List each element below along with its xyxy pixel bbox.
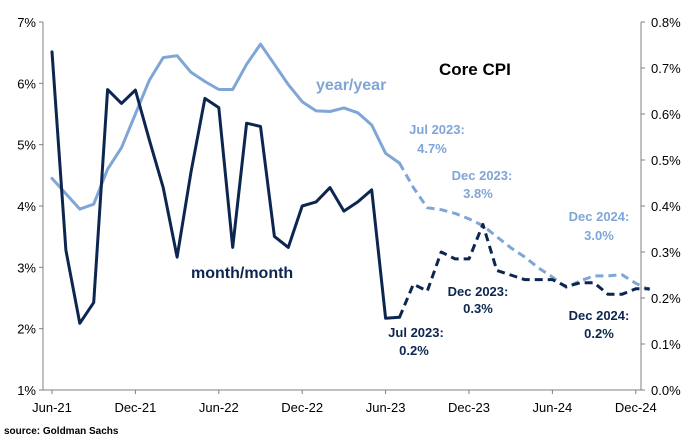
- right-y-tick-label: 0.2%: [651, 291, 681, 306]
- right-y-tick-label: 0.8%: [651, 15, 681, 30]
- right-y-tick-label: 0.3%: [651, 245, 681, 260]
- annotation-line: Dec 2023:: [448, 284, 509, 299]
- annotation-line: Dec 2023:: [452, 168, 513, 183]
- annotation-value: 3.0%: [584, 228, 614, 243]
- annotation-value: 0.2%: [399, 343, 429, 358]
- chart-title: Core CPI: [439, 60, 511, 79]
- right-y-tick-label: 0.0%: [651, 383, 681, 398]
- right-y-tick-label: 0.4%: [651, 199, 681, 214]
- annotation-yoy-dec-2023: Dec 2023: 3.8%: [452, 168, 513, 201]
- yoy-forecast-line: [398, 162, 651, 292]
- annotation-mom-dec-2023: Dec 2023: 0.3%: [448, 284, 509, 316]
- x-tick-label: Dec-22: [281, 400, 323, 415]
- right-y-tick-label: 0.5%: [651, 153, 681, 168]
- yoy-actual-line: [50, 42, 401, 211]
- annotation-line: Jul 2023:: [388, 325, 444, 340]
- left-y-tick-label: 6%: [17, 76, 36, 91]
- right-y-tick-label: 0.6%: [651, 107, 681, 122]
- annotation-value: 0.2%: [584, 326, 614, 341]
- annotation-value: 4.7%: [417, 141, 447, 156]
- x-tick-label: Dec-23: [448, 400, 490, 415]
- annotation-yoy-jul-2023: Jul 2023: 4.7%: [409, 122, 465, 156]
- left-y-tick-label: 3%: [17, 260, 36, 275]
- right-y-tick-label: 0.1%: [651, 337, 681, 352]
- x-tick-label: Jun-22: [199, 400, 239, 415]
- right-y-tick-label: 0.7%: [651, 61, 681, 76]
- annotation-value: 3.8%: [463, 186, 493, 201]
- annotation-line: Jul 2023:: [409, 122, 465, 137]
- mom-series-label: month/month: [191, 265, 293, 282]
- annotation-line: Dec 2024:: [569, 308, 630, 323]
- mom-actual-line: [50, 50, 401, 325]
- annotation-mom-jul-2023: Jul 2023: 0.2%: [388, 325, 444, 358]
- x-tick-label: Dec-24: [615, 400, 657, 415]
- right-y-axis-ticks: 0.0% 0.1% 0.2% 0.3% 0.4% 0.5% 0.6% 0.7% 0.8%: [641, 15, 681, 398]
- x-axis-ticks: Jun-21 Dec-21 Jun-22 Dec-22 Jun-23 Dec-23 Jun-…: [32, 390, 657, 415]
- left-y-tick-label: 7%: [17, 15, 36, 30]
- left-y-tick-label: 5%: [17, 138, 36, 153]
- source-note: source: Goldman Sachs: [4, 426, 119, 437]
- x-tick-label: Jun-21: [32, 400, 72, 415]
- annotation-mom-dec-2024: Dec 2024: 0.2%: [569, 308, 630, 341]
- left-y-tick-label: 1%: [17, 383, 36, 398]
- x-tick-label: Jun-23: [366, 400, 406, 415]
- annotation-yoy-dec-2024: Dec 2024: 3.0%: [569, 209, 630, 243]
- annotation-value: 0.3%: [463, 301, 493, 316]
- yoy-series-label: year/year: [316, 77, 386, 94]
- x-tick-label: Jun-24: [533, 400, 573, 415]
- left-y-tick-label: 4%: [17, 199, 36, 214]
- series-layer: [50, 42, 651, 325]
- x-tick-label: Dec-21: [114, 400, 156, 415]
- annotation-line: Dec 2024:: [569, 209, 630, 224]
- mom-forecast-line: [398, 222, 650, 318]
- left-y-tick-label: 2%: [17, 322, 36, 337]
- left-y-axis-ticks: 1% 2% 3% 4% 5% 6% 7%: [17, 15, 43, 398]
